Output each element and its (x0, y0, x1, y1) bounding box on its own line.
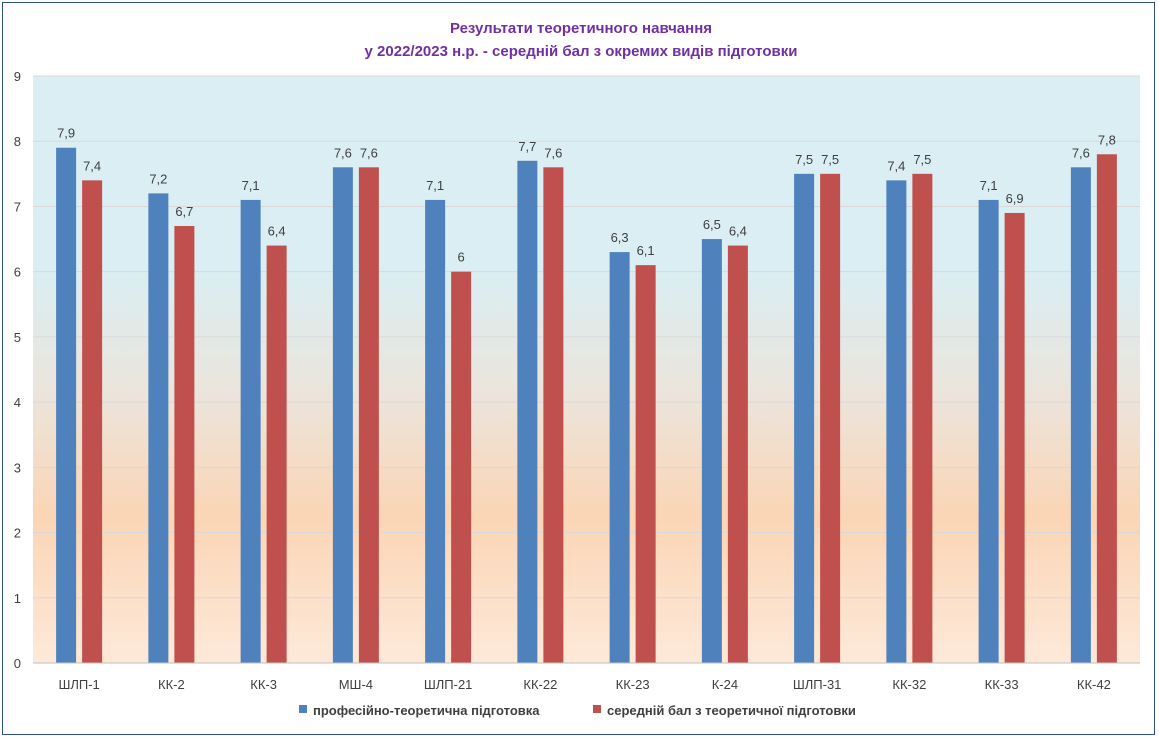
data-label: 6,5 (703, 217, 721, 232)
data-label: 7,5 (821, 152, 839, 167)
bar-К-24-series-1 (701, 239, 722, 664)
data-label: 7,6 (544, 145, 562, 160)
x-category-label: КК-33 (985, 677, 1019, 692)
bar-МШ-4-series-2 (358, 167, 379, 664)
y-axis: 0 1 2 3 4 5 6 7 8 9 (14, 69, 21, 671)
x-category-label: КК-22 (523, 677, 557, 692)
gridlines (33, 75, 1140, 664)
data-label: 7,6 (334, 145, 352, 160)
bar-КК-22-series-1 (517, 160, 538, 664)
bar-chart: Результати теоретичного навчання у 2022/… (14, 20, 1140, 718)
data-label: 7,4 (83, 158, 101, 173)
bar-ШЛП-1-series-2 (82, 180, 103, 663)
bar-ШЛП-21-series-1 (425, 199, 446, 663)
y-tick-label: 7 (14, 199, 21, 214)
bars (56, 147, 1117, 664)
data-label: 6,7 (175, 204, 193, 219)
bar-КК-42-series-1 (1070, 167, 1091, 664)
data-label: 7,9 (57, 126, 75, 141)
data-label: 7,1 (980, 178, 998, 193)
data-label: 7,1 (426, 178, 444, 193)
legend: професійно-теоретична підготовка середній… (299, 703, 856, 718)
x-category-label: КК-2 (158, 677, 185, 692)
bar-КК-32-series-1 (886, 180, 907, 663)
data-label: 7,7 (518, 139, 536, 154)
data-label: 6,9 (1006, 191, 1024, 206)
y-tick-label: 2 (14, 526, 21, 541)
x-category-label: К-24 (712, 677, 738, 692)
bar-КК-32-series-2 (912, 173, 933, 664)
chart-title-line-2: у 2022/2023 н.р. - середній бал з окреми… (365, 43, 798, 60)
x-category-label: ШЛП-31 (793, 677, 842, 692)
data-label: 7,4 (887, 158, 905, 173)
legend-swatch-series-2 (593, 705, 601, 713)
bar-МШ-4-series-1 (332, 167, 353, 664)
x-category-label: ШЛП-21 (424, 677, 473, 692)
bar-ШЛП-31-series-2 (820, 173, 841, 664)
y-tick-label: 0 (14, 656, 21, 671)
legend-swatch-series-1 (299, 705, 307, 713)
bar-ШЛП-1-series-1 (56, 147, 77, 663)
y-tick-label: 5 (14, 330, 21, 345)
x-category-label: КК-3 (250, 677, 277, 692)
y-tick-label: 8 (14, 134, 21, 149)
data-label: 7,6 (1072, 145, 1090, 160)
data-label: 6 (458, 250, 465, 265)
y-tick-label: 6 (14, 265, 21, 280)
data-label: 7,1 (242, 178, 260, 193)
legend-label-series-2: середній бал з теоретичної підготовки (607, 703, 856, 718)
data-label: 7,6 (360, 145, 378, 160)
bar-КК-33-series-1 (978, 199, 999, 663)
bar-КК-22-series-2 (543, 167, 564, 664)
data-label: 7,8 (1098, 132, 1116, 147)
data-label: 7,5 (795, 152, 813, 167)
x-category-label: КК-23 (616, 677, 650, 692)
data-label: 6,3 (611, 230, 629, 245)
y-tick-label: 4 (14, 395, 21, 410)
bar-КК-3-series-1 (240, 199, 261, 663)
bar-КК-2-series-2 (174, 226, 195, 663)
chart-title-line-1: Результати теоретичного навчання (450, 20, 712, 37)
bar-КК-23-series-1 (609, 252, 630, 663)
y-tick-label: 1 (14, 591, 21, 606)
bar-КК-23-series-2 (635, 265, 656, 663)
bar-КК-42-series-2 (1096, 154, 1117, 663)
bar-ШЛП-31-series-1 (794, 173, 815, 664)
legend-label-series-1: професійно-теоретична підготовка (313, 703, 540, 718)
x-category-label: КК-32 (892, 677, 926, 692)
data-label: 7,5 (913, 152, 931, 167)
plot-area (33, 76, 1140, 663)
data-label: 7,2 (149, 171, 167, 186)
data-label: 6,4 (729, 224, 747, 239)
bar-КК-33-series-2 (1004, 212, 1025, 663)
x-category-label: МШ-4 (339, 677, 373, 692)
bar-К-24-series-2 (727, 245, 748, 664)
bar-КК-3-series-2 (266, 245, 287, 664)
data-labels: 7,9 7,4 7,2 6,7 7,1 6,4 7,6 7,6 7,1 6 7,7 7,6 6,3 6,1… (57, 126, 1116, 265)
y-tick-label: 3 (14, 460, 21, 475)
x-category-label: ШЛП-1 (58, 677, 99, 692)
y-tick-label: 9 (14, 69, 21, 84)
x-category-label: КК-42 (1077, 677, 1111, 692)
data-label: 6,4 (268, 224, 286, 239)
data-label: 6,1 (637, 243, 655, 258)
x-axis: ШЛП-1 КК-2 КК-3 МШ-4 ШЛП-21 КК-22 КК-23 К-24 ШЛП… (33, 662, 1140, 692)
bar-ШЛП-21-series-2 (451, 271, 472, 663)
bar-КК-2-series-1 (148, 193, 169, 663)
